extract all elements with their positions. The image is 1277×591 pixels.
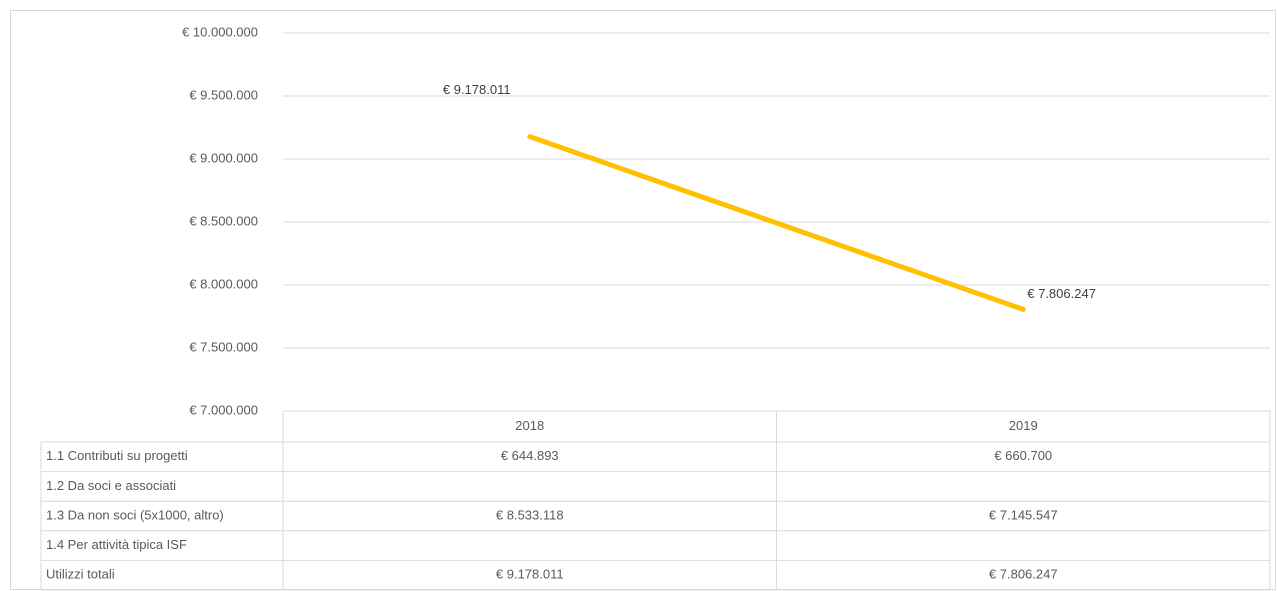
row-label: 1.3 Da non soci (5x1000, altro) (46, 507, 224, 522)
table-cell: € 8.533.118 (496, 507, 564, 522)
row-label: 1.1 Contributi su progetti (46, 448, 188, 463)
x-tick-label: 2019 (1009, 418, 1038, 433)
table-cell: € 7.145.547 (989, 507, 1058, 522)
table-cell: € 644.893 (501, 448, 559, 463)
y-tick-label: € 7.000.000 (189, 402, 258, 417)
y-tick-label: € 7.500.000 (189, 339, 258, 354)
y-tick-label: € 8.000.000 (189, 276, 258, 291)
table-cell: € 7.806.247 (989, 567, 1058, 582)
chart-area (10, 10, 1276, 590)
y-tick-label: € 9.500.000 (189, 87, 258, 102)
legend-label: Utilizzi totali (46, 567, 115, 582)
row-label: 1.4 Per attività tipica ISF (46, 537, 187, 552)
data-label: € 9.178.011 (443, 82, 511, 97)
data-label: € 7.806.247 (1027, 286, 1096, 301)
x-tick-label: 2018 (515, 418, 544, 433)
y-tick-label: € 10.000.000 (182, 24, 258, 39)
row-label: 1.2 Da soci e associati (46, 478, 176, 493)
y-tick-label: € 8.500.000 (189, 213, 258, 228)
y-tick-label: € 9.000.000 (189, 150, 258, 165)
table-cell: € 660.700 (994, 448, 1052, 463)
table-cell: € 9.178.011 (496, 567, 564, 582)
line (527, 134, 1026, 312)
